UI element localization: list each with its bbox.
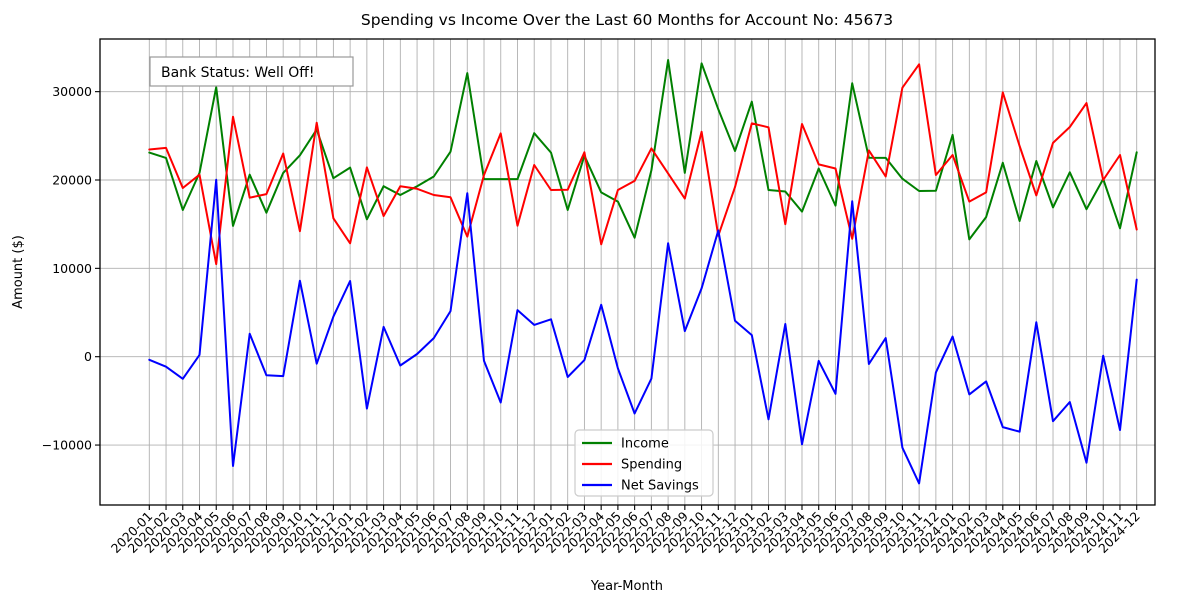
annotation-box: Bank Status: Well Off! — [149, 56, 354, 87]
x-axis-label: Year-Month — [590, 579, 663, 594]
legend-item-net-savings: Net Savings — [582, 479, 699, 494]
legend-frame — [574, 429, 714, 497]
axis-ticks: 2020-012020-022020-032020-042020-052020-… — [42, 84, 1143, 556]
y-tick-label: −10000 — [42, 438, 92, 453]
data-series — [148, 59, 1138, 485]
legend-item-income: Income — [582, 437, 669, 452]
annotation-frame — [149, 56, 354, 87]
y-tick-label: 10000 — [52, 261, 92, 276]
annotation-text: Bank Status: Well Off! — [161, 65, 315, 81]
y-tick-label: 20000 — [52, 173, 92, 188]
legend-item-label: Income — [621, 437, 669, 452]
spending-line — [148, 63, 1138, 266]
y-tick-label: 30000 — [52, 84, 92, 99]
income-line — [148, 59, 1138, 241]
y-tick-label: 0 — [84, 349, 92, 364]
legend: Income Spending Net Savings — [574, 429, 714, 497]
legend-item-spending: Spending — [582, 458, 682, 473]
chart-title: Spending vs Income Over the Last 60 Mont… — [361, 11, 893, 29]
net-savings-line — [148, 178, 1138, 485]
legend-item-label: Net Savings — [621, 479, 699, 494]
plot-border — [99, 38, 1156, 506]
legend-item-label: Spending — [621, 458, 682, 473]
y-axis-label: Amount ($) — [11, 235, 26, 309]
